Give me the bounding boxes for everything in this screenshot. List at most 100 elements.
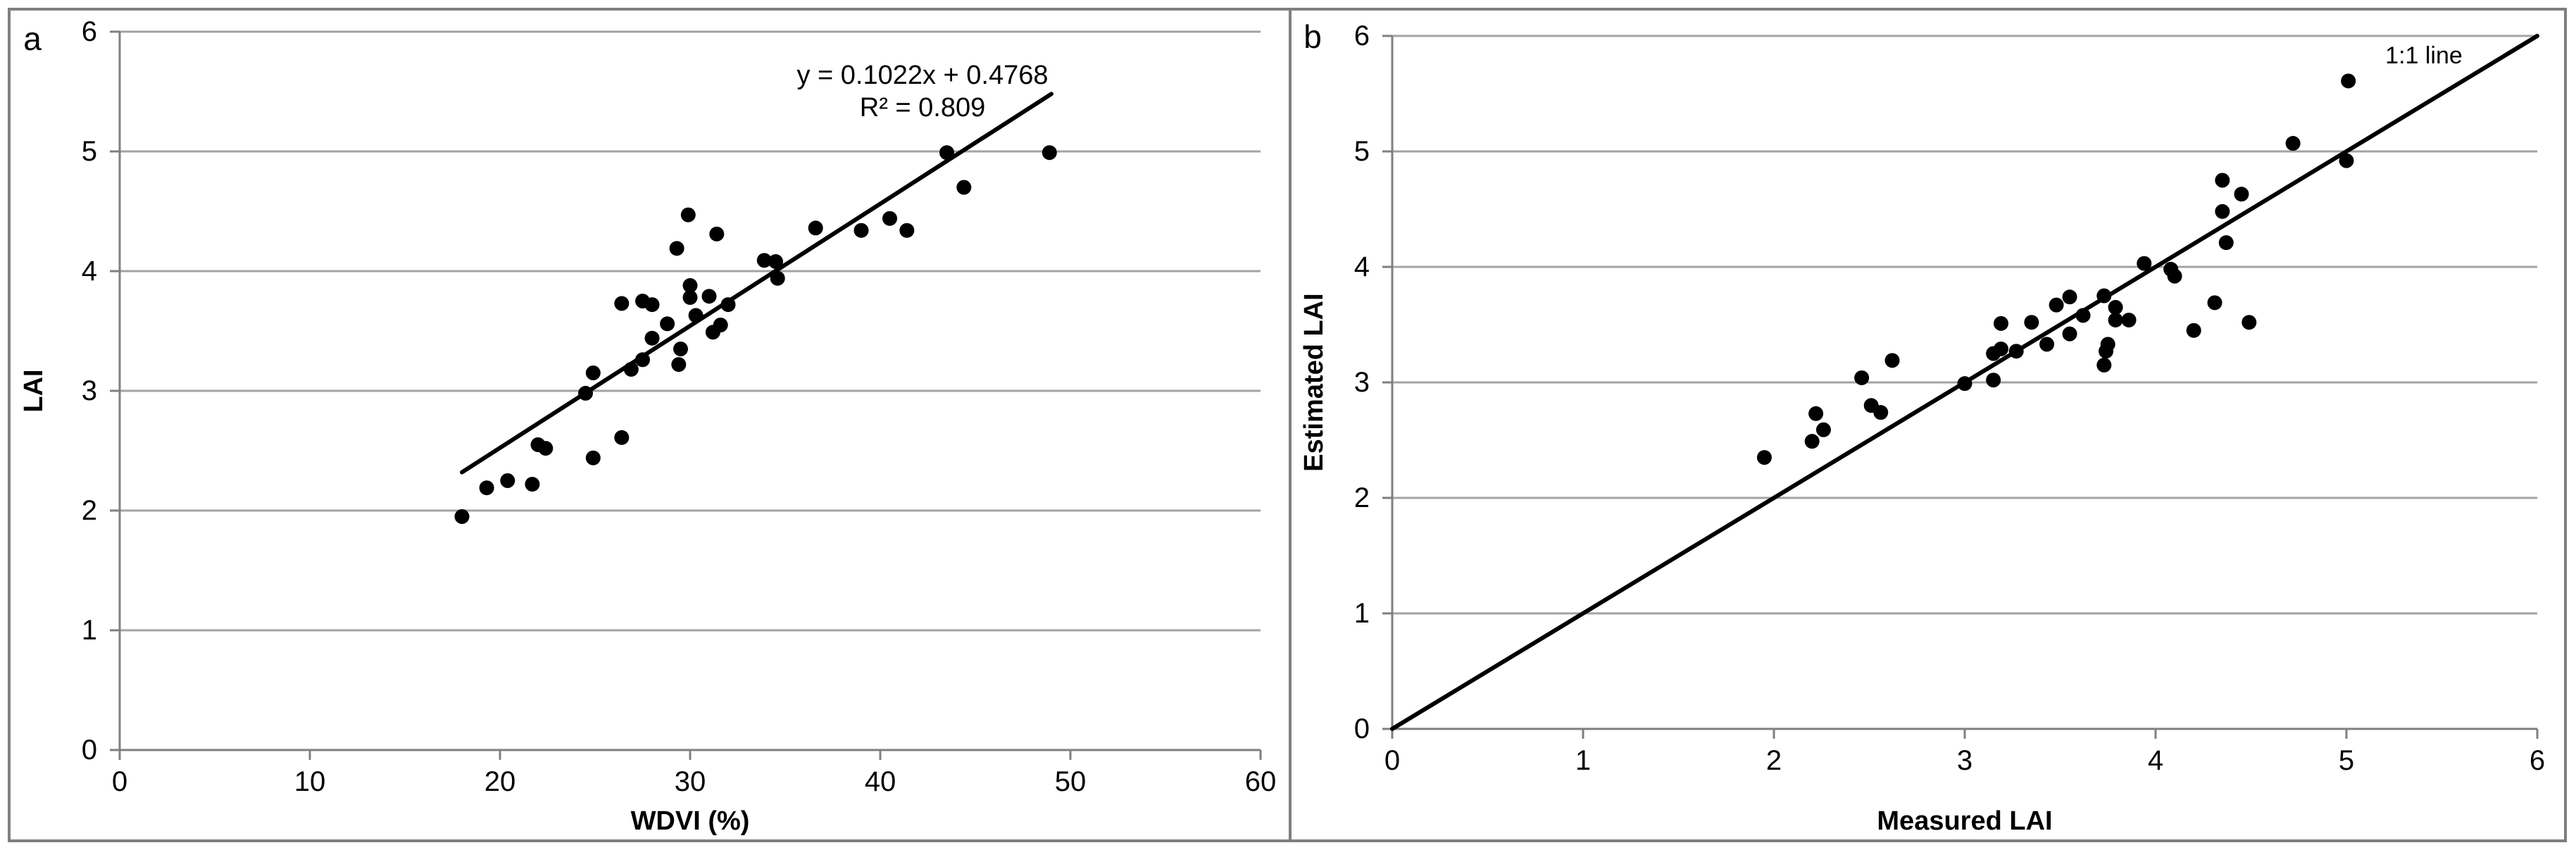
- panel-a-x-axis-title: WDVI (%): [630, 806, 750, 836]
- y-tick-label: 0: [1354, 713, 1370, 744]
- y-tick-label: 4: [1354, 251, 1370, 282]
- data-point-panel-a: [882, 211, 897, 226]
- y-tick-label: 1: [82, 615, 97, 646]
- data-point-panel-a: [479, 480, 494, 496]
- data-point-panel-a: [585, 450, 601, 465]
- x-tick-label: 60: [1245, 766, 1277, 797]
- x-tick-label: 20: [484, 766, 516, 797]
- data-point-panel-b: [1804, 434, 1820, 449]
- data-point-panel-a: [671, 357, 687, 373]
- x-tick-label: 2: [1766, 745, 1782, 776]
- regression-equation: y = 0.1022x + 0.4768: [796, 61, 1049, 90]
- data-point-panel-a: [454, 509, 470, 524]
- data-point-panel-b: [1957, 376, 1972, 392]
- data-point-panel-b: [1756, 450, 1772, 465]
- data-point-panel-b: [2341, 73, 2356, 89]
- data-point-panel-a: [720, 297, 736, 313]
- data-point-panel-b: [2167, 268, 2182, 284]
- y-tick-label: 6: [1354, 20, 1370, 51]
- y-tick-label: 5: [82, 136, 97, 167]
- data-point-panel-a: [1042, 145, 1057, 161]
- data-point-panel-b: [2215, 204, 2230, 219]
- x-tick-label: 3: [1957, 745, 1972, 776]
- data-point-panel-a: [713, 318, 728, 332]
- data-point-panel-b: [2215, 173, 2230, 188]
- regression-trend-line: [460, 92, 1053, 475]
- data-point-panel-b: [2096, 288, 2112, 304]
- data-point-panel-b: [1808, 406, 1824, 421]
- data-point-panel-a: [673, 342, 688, 356]
- data-point-panel-a: [644, 297, 660, 313]
- y-tick-label: 3: [82, 375, 97, 406]
- data-point-panel-a: [614, 296, 630, 311]
- data-point-panel-a: [709, 226, 725, 242]
- data-point-panel-b: [2075, 308, 2091, 323]
- data-point-panel-a: [623, 361, 639, 377]
- y-tick-label: 2: [1354, 482, 1370, 513]
- x-tick-label: 1: [1575, 745, 1591, 776]
- x-tick-label: 50: [1055, 766, 1087, 797]
- data-point-panel-b: [2137, 256, 2152, 271]
- data-point-panel-b: [2339, 153, 2354, 168]
- data-point-panel-b: [2008, 344, 2024, 359]
- data-point-panel-a: [756, 253, 772, 268]
- data-point-panel-b: [2024, 315, 2039, 330]
- data-point-panel-a: [688, 308, 704, 323]
- data-point-panel-a: [635, 352, 650, 368]
- data-point-panel-b: [2062, 326, 2077, 342]
- panel-b-letter: b: [1303, 18, 1322, 55]
- data-point-panel-a: [682, 277, 698, 293]
- data-point-panel-a: [682, 289, 698, 305]
- data-point-panel-a: [770, 270, 785, 286]
- data-point-panel-a: [578, 385, 593, 401]
- x-tick-label: 0: [1384, 745, 1400, 776]
- data-point-panel-a: [538, 441, 554, 456]
- data-point-panel-a: [585, 365, 601, 380]
- panel-b-y-axis-title: Estimated LAI: [1299, 293, 1329, 472]
- data-point-panel-a: [808, 220, 823, 236]
- y-tick-label: 3: [1354, 367, 1370, 398]
- data-point-panel-b: [2186, 323, 2201, 338]
- data-point-panel-b: [2207, 295, 2222, 311]
- y-tick-label: 1: [1354, 598, 1370, 629]
- data-point-panel-b: [2049, 297, 2064, 313]
- data-point-panel-b: [2242, 315, 2257, 330]
- y-tick-label: 4: [82, 256, 97, 287]
- data-point-panel-a: [956, 180, 972, 195]
- y-tick-label: 0: [82, 735, 97, 765]
- panel-b-x-axis-title: Measured LAI: [1877, 806, 2053, 836]
- data-point-panel-b: [2218, 235, 2234, 251]
- data-point-panel-a: [854, 223, 869, 238]
- data-point-panel-b: [2099, 344, 2114, 359]
- x-tick-label: 10: [294, 766, 326, 797]
- x-tick-label: 40: [865, 766, 896, 797]
- y-tick-label: 2: [82, 495, 97, 526]
- panel-a-frame: [8, 8, 1292, 842]
- data-point-panel-a: [701, 289, 717, 304]
- data-point-panel-b: [2096, 357, 2112, 373]
- data-point-panel-a: [768, 254, 783, 269]
- regression-r-squared: R² = 0.809: [859, 93, 986, 123]
- data-point-panel-a: [500, 473, 515, 488]
- data-point-panel-a: [899, 223, 915, 238]
- regression-annotation: y = 0.1022x + 0.4768 R² = 0.809: [746, 59, 1099, 124]
- data-point-panel-b: [2121, 312, 2137, 327]
- data-point-panel-a: [644, 330, 660, 346]
- data-point-panel-a: [939, 145, 954, 161]
- data-point-panel-b: [2285, 136, 2301, 151]
- data-point-panel-b: [1854, 370, 1870, 385]
- one-to-one-line-label: 1:1 line: [2385, 42, 2463, 69]
- panel-a-letter: a: [23, 20, 42, 57]
- data-point-panel-b: [2039, 337, 2055, 352]
- x-tick-label: 30: [675, 766, 706, 797]
- panel-a-y-axis-title: LAI: [19, 369, 49, 413]
- x-tick-label: 6: [2530, 745, 2545, 776]
- data-point-panel-a: [525, 477, 540, 492]
- data-point-panel-b: [2108, 299, 2123, 315]
- data-point-panel-b: [1993, 341, 2008, 356]
- data-point-panel-b: [1986, 373, 2001, 388]
- data-point-panel-b: [1993, 315, 2008, 331]
- data-point-panel-b: [2062, 289, 2077, 305]
